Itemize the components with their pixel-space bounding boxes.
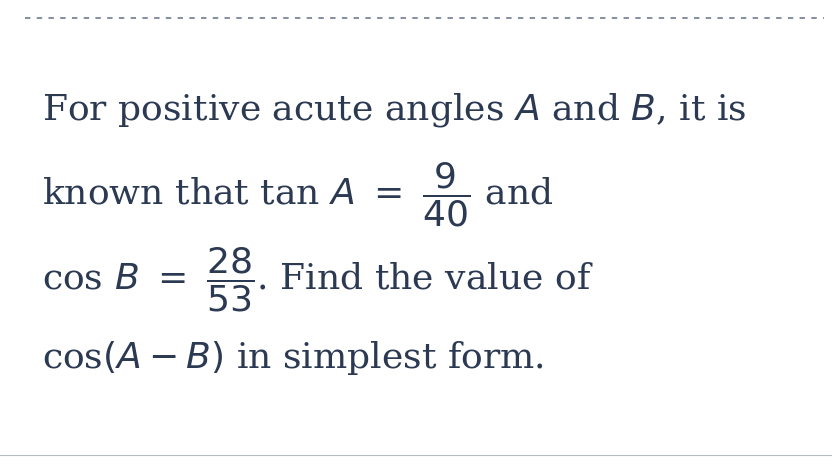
Text: known that tan $\mathit{A}$ $=$ $\dfrac{9}{40}$ and: known that tan $\mathit{A}$ $=$ $\dfrac{… bbox=[42, 161, 553, 229]
Text: For positive acute angles $\mathit{A}$ and $\mathit{B}$, it is: For positive acute angles $\mathit{A}$ a… bbox=[42, 91, 745, 129]
Text: cos $\mathit{B}$ $=$ $\dfrac{28}{53}$. Find the value of: cos $\mathit{B}$ $=$ $\dfrac{28}{53}$. F… bbox=[42, 246, 593, 314]
Text: cos$(\mathit{A} - \mathit{B})$ in simplest form.: cos$(\mathit{A} - \mathit{B})$ in simple… bbox=[42, 339, 543, 377]
